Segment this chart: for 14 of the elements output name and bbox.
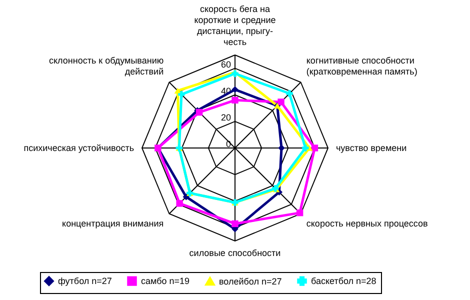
- spoke-label: когнитивные способности (кратковременная память): [306, 56, 418, 77]
- legend-label: баскетбол n=28: [311, 276, 376, 286]
- spoke-label: скорость бега на короткие и средние дистанции, прыгу- честь: [194, 4, 276, 48]
- legend-label: самбо n=19: [141, 276, 190, 286]
- y-tick-label: 20: [220, 112, 231, 122]
- spoke-label: концентрация внимания: [62, 218, 164, 228]
- spoke-label: чувство времени: [336, 143, 407, 153]
- spoke-label: склонность к обдумыванию действий: [49, 56, 164, 77]
- spoke-label: силовые способности: [189, 248, 281, 258]
- spoke-label: скорость нервных процессов: [306, 218, 428, 228]
- legend-label: футбол n=27: [58, 276, 112, 286]
- y-tick-label: 60: [220, 59, 231, 70]
- spoke-label: психическая устойчивость: [24, 143, 134, 153]
- legend-label: волейбол n=27: [219, 276, 282, 286]
